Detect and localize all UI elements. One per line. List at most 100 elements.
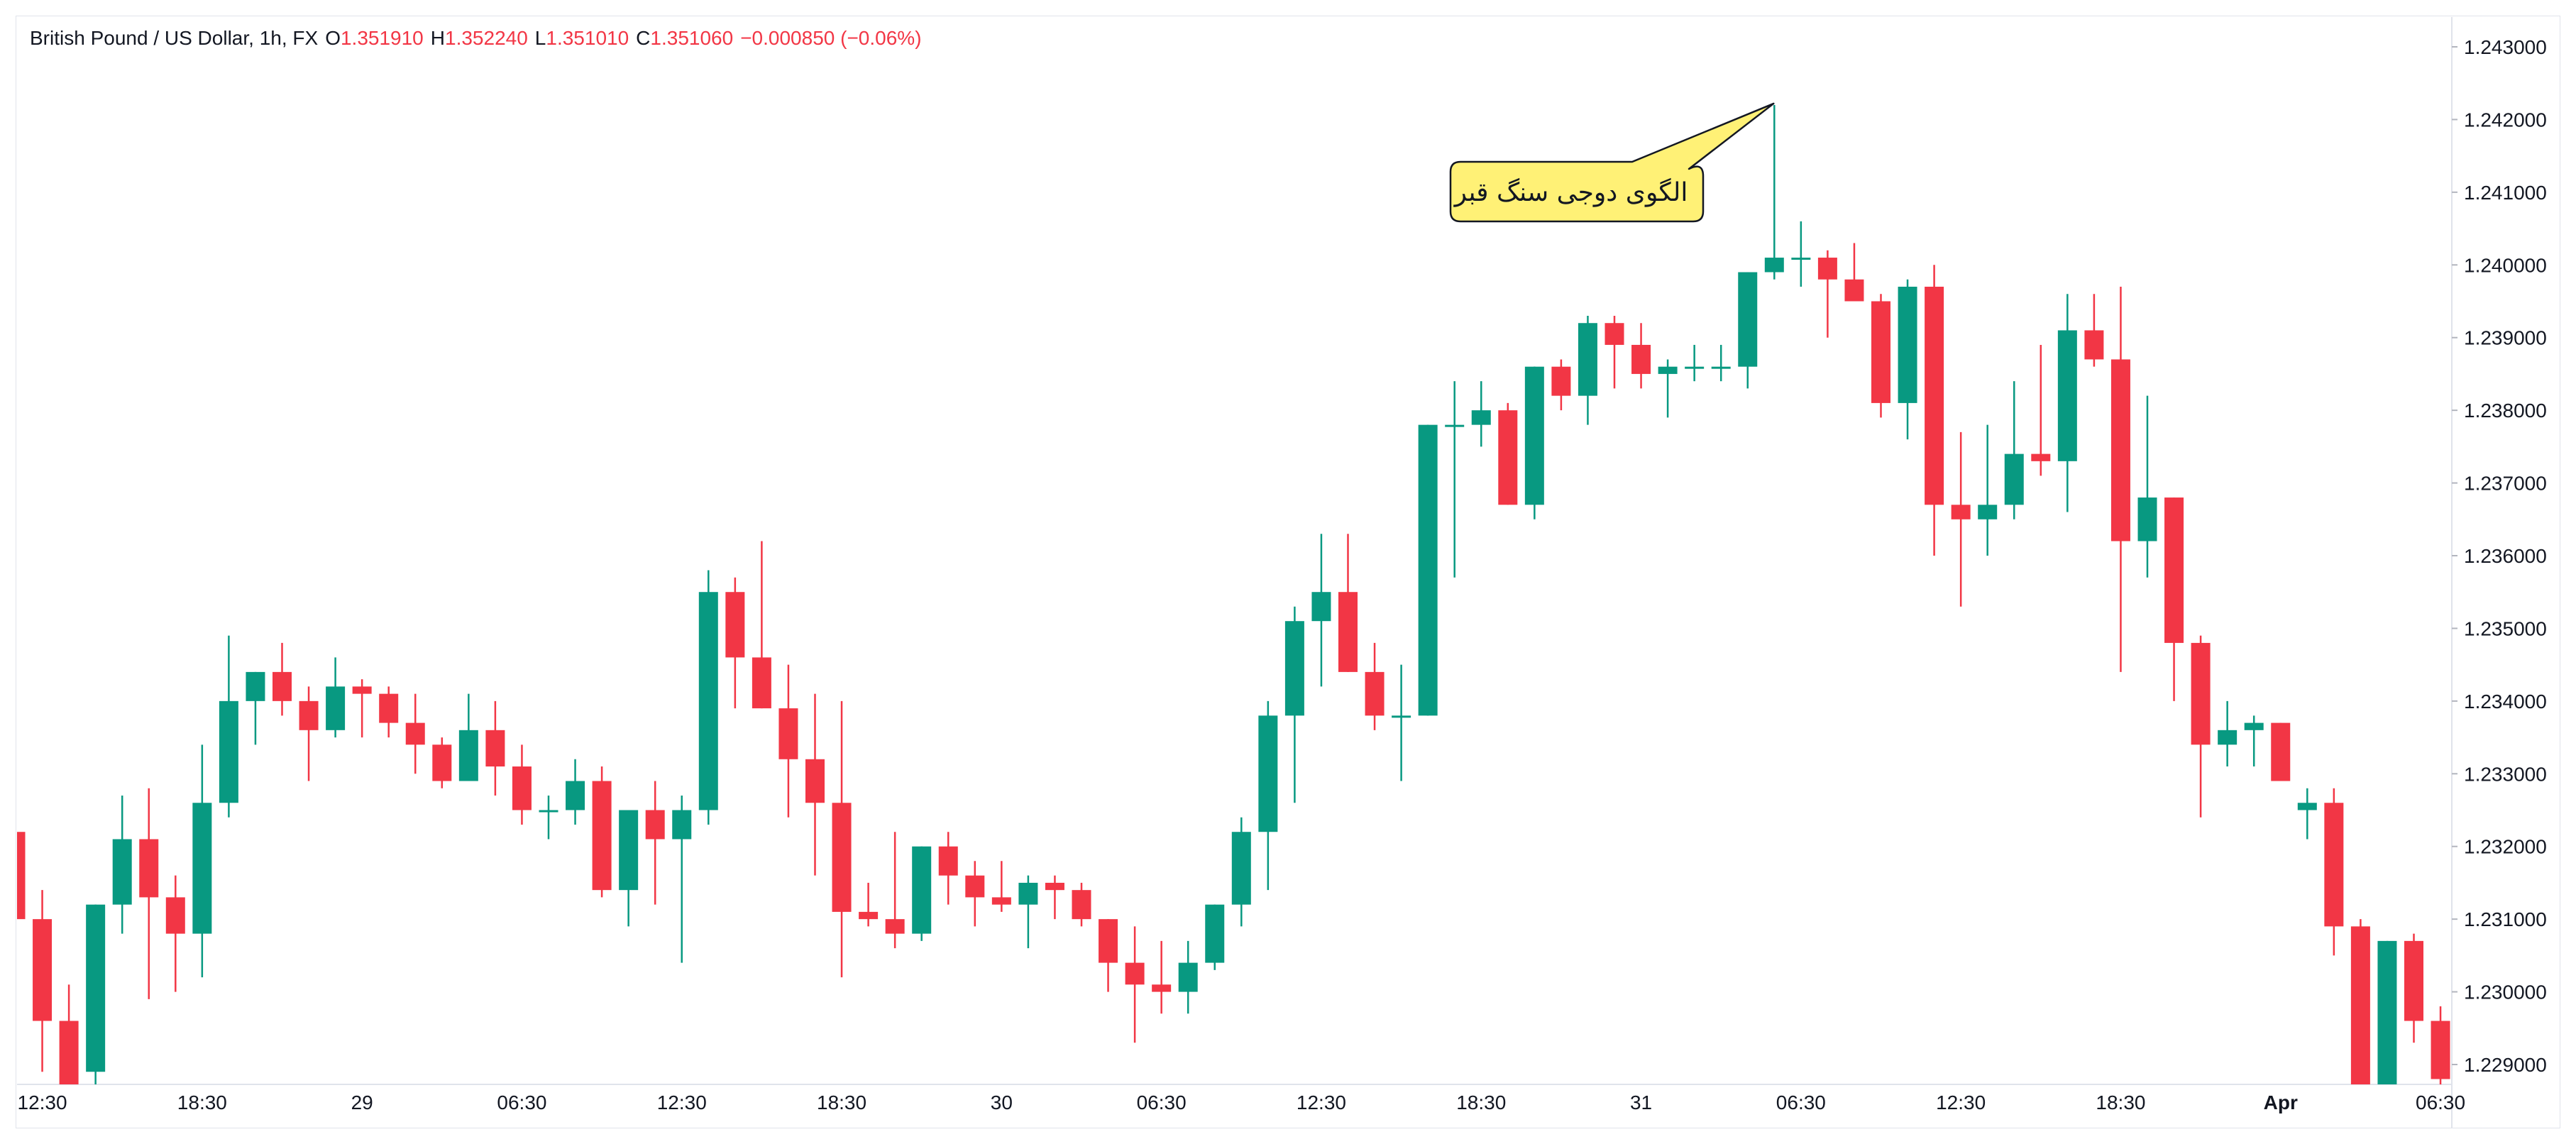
candle-body bbox=[33, 919, 53, 1021]
x-tick-label: 18:30 bbox=[817, 1091, 866, 1113]
candle-body bbox=[1898, 287, 1917, 403]
candle bbox=[566, 759, 585, 825]
candle-body bbox=[725, 592, 745, 658]
candle-body bbox=[1072, 890, 1091, 920]
x-tick-label: Apr bbox=[2264, 1091, 2298, 1113]
candle bbox=[1072, 882, 1091, 927]
candle-body bbox=[2004, 453, 2024, 505]
x-tick-label: 06:30 bbox=[2416, 1091, 2465, 1113]
candle bbox=[1045, 875, 1064, 920]
candle-body bbox=[1418, 424, 1438, 716]
candle bbox=[246, 671, 265, 745]
candle-body bbox=[219, 700, 238, 803]
candle bbox=[139, 788, 159, 999]
candle-body bbox=[1392, 715, 1411, 718]
candle bbox=[1231, 817, 1251, 927]
x-tick-label: 06:30 bbox=[1776, 1091, 1826, 1113]
candle bbox=[1978, 424, 1998, 556]
candle-body bbox=[326, 686, 346, 730]
candle bbox=[2297, 788, 2317, 840]
candle bbox=[2110, 287, 2130, 672]
candle bbox=[1284, 606, 1304, 803]
candle-body bbox=[379, 693, 399, 723]
candle bbox=[432, 737, 452, 788]
candle bbox=[1178, 940, 1198, 1014]
candle-body bbox=[1365, 671, 1385, 716]
candle-body bbox=[299, 700, 319, 730]
candle-body bbox=[2164, 497, 2184, 643]
candle bbox=[1871, 294, 1890, 418]
x-tick-label: 12:30 bbox=[1936, 1091, 1986, 1113]
candle-body bbox=[1178, 962, 1198, 992]
candle bbox=[1099, 919, 1118, 992]
candle-body bbox=[566, 781, 585, 810]
candle-body bbox=[1099, 919, 1118, 963]
candle-body bbox=[1978, 505, 1998, 519]
candle bbox=[1685, 344, 1705, 382]
candle bbox=[2137, 395, 2157, 578]
candle-body bbox=[1445, 424, 1465, 427]
candle bbox=[991, 861, 1011, 912]
candle-body bbox=[1817, 258, 1837, 280]
candle bbox=[86, 904, 106, 1084]
candle-body bbox=[1284, 621, 1304, 716]
x-tick-label: 18:30 bbox=[2096, 1091, 2145, 1113]
candle-body bbox=[1018, 882, 1038, 905]
candle-body bbox=[2297, 803, 2317, 810]
candle bbox=[1631, 323, 1651, 389]
candle-body bbox=[2218, 730, 2238, 745]
candle bbox=[512, 744, 532, 825]
candle-body bbox=[1925, 287, 1944, 505]
candle-body bbox=[539, 810, 558, 813]
candle-body bbox=[1125, 962, 1145, 985]
candle-body bbox=[752, 657, 771, 709]
candle-body bbox=[1764, 258, 1784, 273]
candle bbox=[219, 635, 238, 818]
candle-body bbox=[1578, 323, 1597, 396]
candle bbox=[299, 686, 319, 781]
candle bbox=[1311, 534, 1331, 687]
candle-body bbox=[512, 766, 532, 810]
ohlc-high: H1.352240 bbox=[430, 27, 528, 49]
candle bbox=[592, 766, 612, 898]
candle-body bbox=[1231, 832, 1251, 905]
candle bbox=[1551, 359, 1571, 411]
candle bbox=[2350, 919, 2370, 1084]
candle bbox=[885, 832, 905, 949]
candle-body bbox=[1711, 366, 1731, 369]
y-tick-label: 1.237000 bbox=[2464, 473, 2547, 495]
y-tick-label: 1.236000 bbox=[2464, 545, 2547, 567]
y-tick-label: 1.241000 bbox=[2464, 182, 2547, 204]
candle bbox=[1711, 344, 1731, 382]
candle bbox=[2324, 788, 2344, 956]
symbol-title[interactable]: British Pound / US Dollar, 1h, FX bbox=[30, 27, 319, 49]
candle bbox=[1605, 315, 1624, 389]
candle bbox=[2004, 381, 2024, 519]
candle bbox=[2164, 497, 2184, 701]
candle-body bbox=[485, 730, 505, 767]
candle-body bbox=[2431, 1021, 2450, 1079]
y-tick-label: 1.238000 bbox=[2464, 400, 2547, 422]
candle-body bbox=[2137, 497, 2157, 541]
candle-body bbox=[672, 810, 692, 840]
candle bbox=[725, 577, 745, 709]
candle bbox=[33, 890, 53, 1072]
candle bbox=[2271, 722, 2291, 781]
candle bbox=[1925, 265, 1944, 556]
y-tick-label: 1.235000 bbox=[2464, 617, 2547, 639]
candle-body bbox=[1311, 592, 1331, 622]
candle-body bbox=[1871, 301, 1890, 403]
x-tick-label: 12:30 bbox=[18, 1091, 67, 1113]
ohlc-open: O1.351910 bbox=[325, 27, 424, 49]
candle-body bbox=[1631, 344, 1651, 374]
candle-body bbox=[2271, 722, 2291, 781]
candle bbox=[619, 810, 639, 927]
candle bbox=[2404, 933, 2423, 1043]
candle bbox=[1498, 402, 1518, 505]
candle bbox=[1258, 700, 1278, 891]
candle-body bbox=[405, 722, 425, 745]
candle-body bbox=[1738, 272, 1758, 367]
price-change: −0.000850 (−0.06%) bbox=[740, 27, 922, 49]
y-tick-label: 1.243000 bbox=[2464, 36, 2547, 58]
